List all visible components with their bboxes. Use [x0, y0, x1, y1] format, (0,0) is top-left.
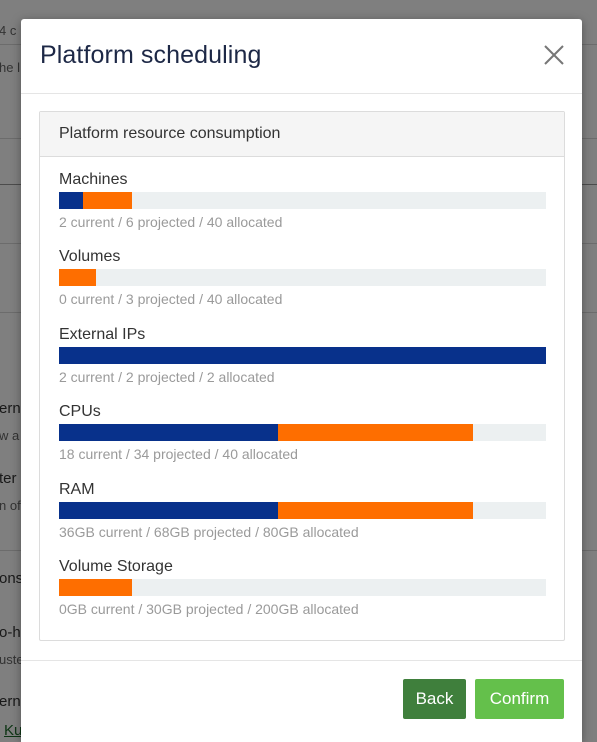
projected-segment — [278, 424, 473, 441]
resource-consumption-panel: Platform resource consumption Machines 2… — [39, 111, 565, 641]
metric-label: CPUs — [59, 403, 101, 420]
projected-segment — [59, 579, 132, 596]
confirm-button[interactable]: Confirm — [475, 679, 564, 719]
dialog-title: Platform scheduling — [40, 41, 262, 69]
projected-segment — [278, 502, 473, 519]
panel-heading: Platform resource consumption — [40, 112, 564, 157]
panel-title: Platform resource consumption — [59, 125, 281, 142]
metric-summary: 0GB current / 30GB projected / 200GB all… — [59, 601, 359, 617]
metric-label: External IPs — [59, 326, 146, 343]
current-segment — [59, 424, 278, 441]
metric-summary: 36GB current / 68GB projected / 80GB all… — [59, 524, 359, 540]
usage-bar — [59, 424, 546, 441]
close-button[interactable] — [542, 43, 566, 67]
current-segment — [59, 347, 546, 364]
dialog-footer: Back Confirm — [21, 660, 582, 742]
current-segment — [59, 502, 278, 519]
metric-label: Volume Storage — [59, 558, 173, 575]
close-icon — [544, 45, 564, 65]
metric-summary: 0 current / 3 projected / 40 allocated — [59, 291, 283, 307]
projected-segment — [59, 269, 96, 286]
back-button[interactable]: Back — [403, 679, 466, 719]
metric-label: RAM — [59, 481, 95, 498]
usage-bar — [59, 192, 546, 209]
dialog-header: Platform scheduling — [21, 19, 582, 94]
usage-bar — [59, 502, 546, 519]
metric-label: Volumes — [59, 248, 121, 265]
metric-label: Machines — [59, 171, 128, 188]
metric-summary: 2 current / 2 projected / 2 allocated — [59, 369, 275, 385]
projected-segment — [83, 192, 132, 209]
platform-scheduling-dialog: Platform scheduling Platform resource co… — [21, 19, 582, 742]
usage-bar — [59, 579, 546, 596]
current-segment — [59, 192, 83, 209]
metric-summary: 18 current / 34 projected / 40 allocated — [59, 446, 298, 462]
metric-summary: 2 current / 6 projected / 40 allocated — [59, 214, 283, 230]
usage-bar — [59, 269, 546, 286]
usage-bar — [59, 347, 546, 364]
